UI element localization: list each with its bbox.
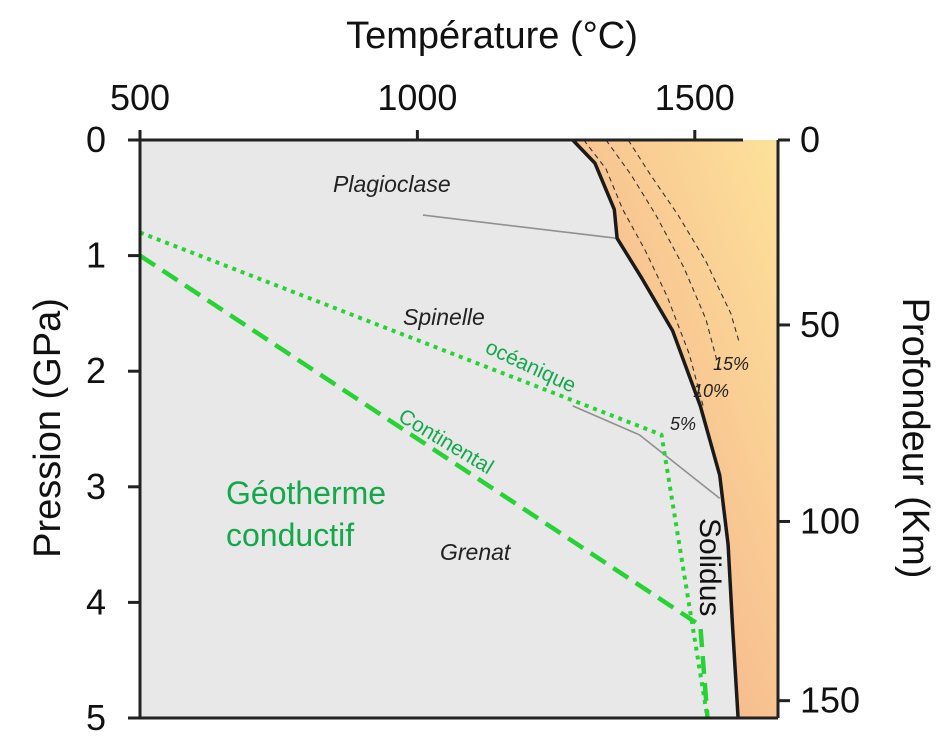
y-right-tick-label: 100: [800, 500, 860, 541]
geotherm-label-line1: Géotherme: [226, 475, 386, 511]
solidus-label: Solidus: [693, 518, 726, 616]
region-label-plagioclase: Plagioclase: [333, 171, 451, 197]
y-left-tick-label: 3: [86, 466, 106, 507]
melt-label-5: 5%: [670, 414, 696, 434]
y-left-tick-label: 4: [86, 581, 106, 622]
series-line-solidus: [571, 138, 740, 719]
series-line-spinelle-grenat: [572, 405, 721, 500]
y-left-tick-label: 2: [86, 350, 106, 391]
x-tick-label: 1000: [377, 77, 457, 118]
series-line-continental: [138, 253, 710, 719]
y-left-tick-label: 0: [86, 119, 106, 160]
x-tick-label: 1500: [655, 77, 735, 118]
y-axis-left-title: Pression (GPa): [27, 298, 69, 558]
y-axis-right-title: Profondeur (Km): [894, 298, 936, 579]
y-left-tick-label: 5: [86, 697, 106, 736]
region-label-spinelle: Spinelle: [403, 304, 485, 330]
y-right-tick-label: 150: [800, 680, 860, 721]
series-line-15pct: [627, 139, 740, 343]
geotherm-label-line2: conductif: [226, 517, 354, 553]
y-right-tick-label: 0: [800, 119, 820, 160]
region-label-grenat: Grenat: [440, 539, 512, 565]
melt-label-10: 10%: [693, 381, 729, 401]
x-axis-title: Température (°C): [346, 15, 638, 57]
x-tick-label: 500: [110, 77, 170, 118]
y-left-tick-label: 1: [86, 235, 106, 276]
melt-label-15: 15%: [713, 354, 749, 374]
series-line-oc-anique: [139, 230, 710, 719]
series-line-5pct: [583, 139, 704, 407]
series-line-plagioclase-spinelle: [422, 214, 618, 240]
y-right-tick-label: 50: [800, 304, 840, 345]
partial-melt-region: [572, 140, 778, 718]
series-line-10pct: [605, 139, 721, 372]
